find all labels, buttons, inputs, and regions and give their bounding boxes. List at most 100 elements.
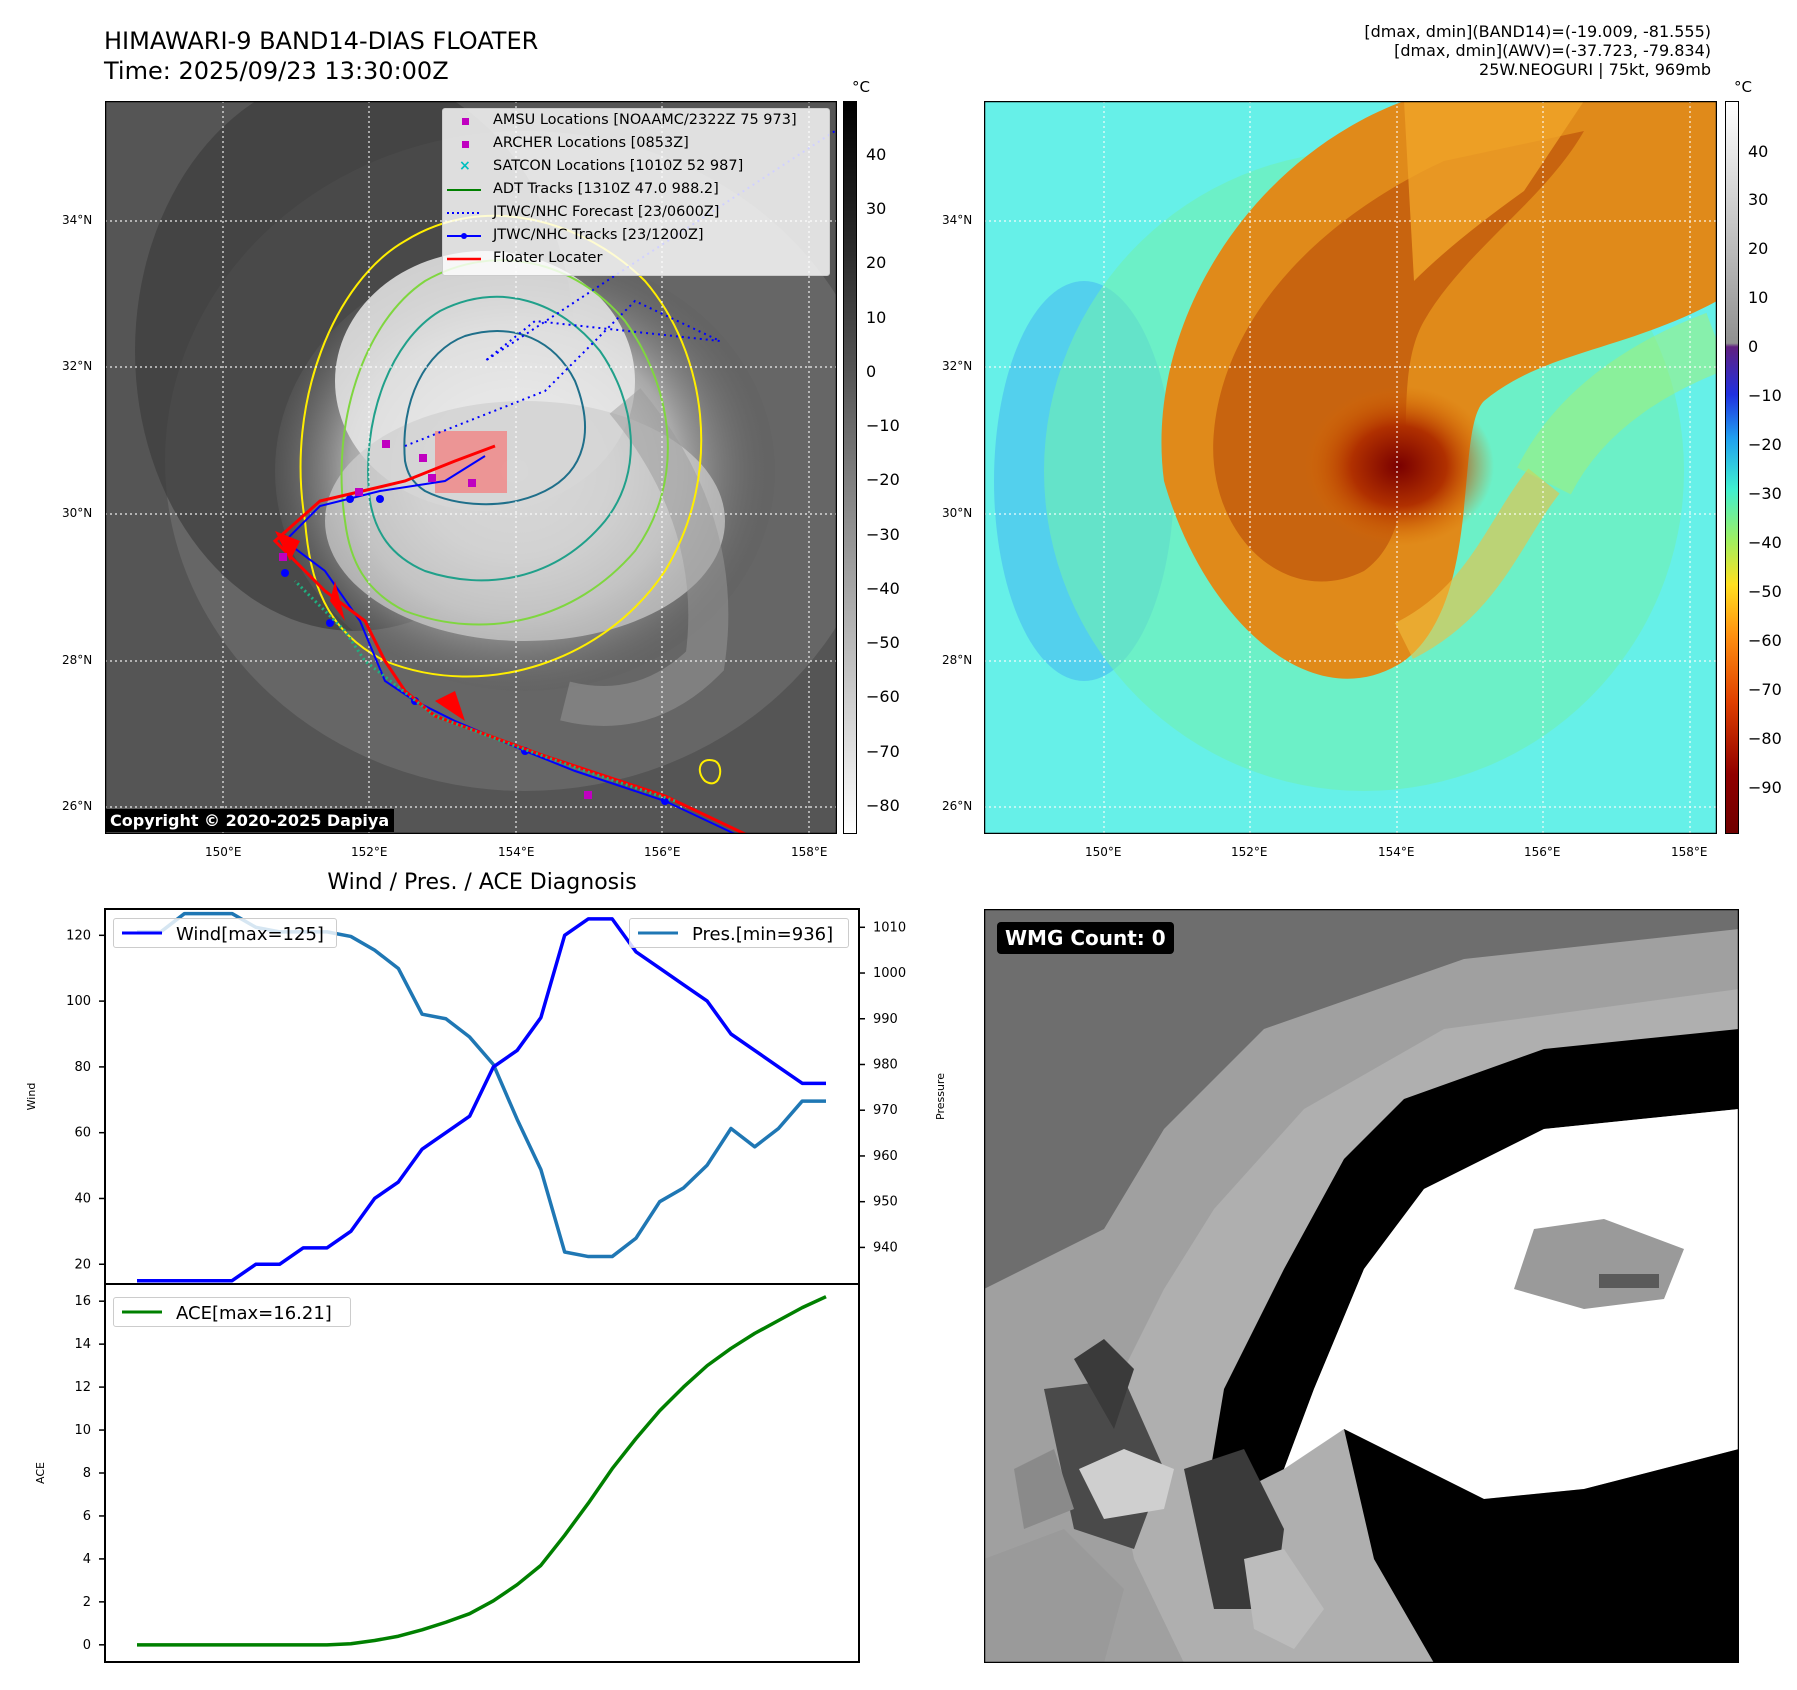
chart-time: Time: 2025/09/23 13:30:00Z <box>104 57 449 85</box>
pressure-axis-label: Pressure <box>934 1073 947 1120</box>
lon-label: 150°E <box>1085 845 1122 859</box>
lon-label: 156°E <box>644 845 681 859</box>
pressure-legend: Pres.[min=936] <box>629 918 849 948</box>
ace-legend-label: ACE[max=16.21] <box>176 1303 332 1324</box>
ace-legend-line <box>122 1310 162 1314</box>
pressure-legend-line <box>638 931 678 935</box>
wind-tick-label: 60 <box>74 1126 91 1141</box>
ace-axis-label: ACE <box>34 1462 47 1484</box>
diagnosis-chart: Wind / Pres. / ACE Diagnosis 20406080100… <box>25 870 947 1663</box>
pressure-tick-label: 960 <box>873 1149 898 1164</box>
colorbar-tick: 0 <box>866 362 877 381</box>
colorbar-tick: −80 <box>866 796 900 815</box>
wind-legend-label: Wind[max=125] <box>176 924 324 945</box>
ace-series-line <box>137 1295 827 1647</box>
map-legend: × AMSU Locations [NOAAMC/2322Z 75 973] A… <box>442 108 830 276</box>
lat-label: 34°N <box>62 213 93 227</box>
wind-tick-label: 120 <box>66 928 91 943</box>
awv-range: [dmax, dmin](AWV)=(-37.723, -79.834) <box>1394 41 1711 60</box>
colorbar-tick: −40 <box>866 579 900 598</box>
colorbar-tick: −70 <box>866 742 900 761</box>
lon-label: 158°E <box>791 845 828 859</box>
ace-tick-label: 16 <box>74 1294 91 1309</box>
water-vapor-map <box>984 101 1717 834</box>
ace-tick-label: 10 <box>74 1423 91 1438</box>
diagnostic-info: [dmax, dmin](BAND14)=(-19.009, -81.555) … <box>1011 22 1711 79</box>
lat-label: 28°N <box>62 653 93 667</box>
colorbar-tick: 40 <box>866 145 887 164</box>
colorbar-tick: −60 <box>866 687 900 706</box>
colorbar-tick: −20 <box>866 470 900 489</box>
ir-colorbar <box>843 101 857 834</box>
colorbar-tick: 30 <box>1748 190 1769 209</box>
copyright-label: Copyright © 2020-2025 Dapiya <box>105 809 395 832</box>
lon-label: 152°E <box>351 845 388 859</box>
colorbar-tick: −50 <box>866 633 900 652</box>
colorbar-tick: −10 <box>1748 386 1782 405</box>
legend-tracks: JTWC/NHC Tracks [23/1200Z] <box>493 227 704 243</box>
wind-tick-label: 20 <box>74 1257 91 1272</box>
colorbar-tick: 30 <box>866 199 887 218</box>
lon-label: 150°E <box>205 845 242 859</box>
lat-label: 28°N <box>942 653 973 667</box>
lat-label: 26°N <box>62 799 93 813</box>
legend-amsu: AMSU Locations [NOAAMC/2322Z 75 973] <box>493 112 797 128</box>
wv-colorbar <box>1725 101 1739 834</box>
ace-tick-label: 2 <box>83 1595 91 1610</box>
colorbar-tick: 20 <box>866 253 887 272</box>
pressure-tick-label: 970 <box>873 1103 898 1118</box>
colorbar-tick: 20 <box>1748 239 1769 258</box>
wind-axis-label: Wind <box>25 1083 38 1111</box>
lon-label: 154°E <box>1378 845 1415 859</box>
lon-label: 158°E <box>1671 845 1708 859</box>
pressure-tick-label: 980 <box>873 1057 898 1072</box>
colorbar-tick: −70 <box>1748 680 1782 699</box>
svg-text:×: × <box>459 158 471 174</box>
colorbar-tick: 0 <box>1748 337 1759 356</box>
ace-tick-label: 4 <box>83 1552 91 1567</box>
lat-label: 34°N <box>942 213 973 227</box>
ace-tick-label: 14 <box>74 1337 91 1352</box>
ace-tick-label: 6 <box>83 1509 91 1524</box>
lat-label: 32°N <box>942 359 973 373</box>
ace-tick-label: 8 <box>83 1466 91 1481</box>
wmg-map <box>984 909 1739 1663</box>
wind-tick-label: 100 <box>66 994 91 1009</box>
ace-legend: ACE[max=16.21] <box>113 1297 351 1327</box>
legend-markers: × <box>447 118 481 261</box>
chart-title: HIMAWARI-9 BAND14-DIAS FLOATER <box>104 27 539 55</box>
colorbar-tick: −40 <box>1748 533 1782 552</box>
pressure-tick-label: 950 <box>873 1195 898 1210</box>
wind-tick-label: 80 <box>74 1060 91 1075</box>
legend-satcon: SATCON Locations [1010Z 52 987] <box>493 158 744 174</box>
legend-archer: ARCHER Locations [0853Z] <box>493 135 689 151</box>
legend-adt: ADT Tracks [1310Z 47.0 988.2] <box>493 181 719 197</box>
wind-legend: Wind[max=125] <box>113 918 337 948</box>
colorbar-tick: −10 <box>866 416 900 435</box>
colorbar-tick: −50 <box>1748 582 1782 601</box>
wind-panel-frame <box>104 908 860 1285</box>
pressure-tick-label: 1000 <box>873 966 906 981</box>
legend-floater: Floater Locater <box>493 250 603 266</box>
lat-label: 30°N <box>942 506 973 520</box>
wmg-count-label: WMG Count: 0 <box>997 922 1174 954</box>
colorbar-tick: −20 <box>1748 435 1782 454</box>
wind-series-line <box>137 917 826 1283</box>
colorbar-tick: 10 <box>1748 288 1769 307</box>
lat-label: 30°N <box>62 506 93 520</box>
wind-tick-label: 40 <box>74 1191 91 1206</box>
lat-label: 26°N <box>942 799 973 813</box>
colorbar-tick: 40 <box>1748 142 1769 161</box>
lon-label: 154°E <box>498 845 535 859</box>
band14-range: [dmax, dmin](BAND14)=(-19.009, -81.555) <box>1364 22 1711 41</box>
colorbar-tick: −30 <box>866 525 900 544</box>
colorbar-tick: 10 <box>866 308 887 327</box>
wv-colorbar-unit: °C <box>1734 78 1752 96</box>
wind-legend-line <box>122 931 162 935</box>
ir-colorbar-unit: °C <box>852 78 870 96</box>
colorbar-tick: −80 <box>1748 729 1782 748</box>
ace-tick-label: 12 <box>74 1380 91 1395</box>
legend-forecast: JTWC/NHC Forecast [23/0600Z] <box>493 204 720 220</box>
pressure-tick-label: 940 <box>873 1240 898 1255</box>
colorbar-tick: −90 <box>1748 778 1782 797</box>
